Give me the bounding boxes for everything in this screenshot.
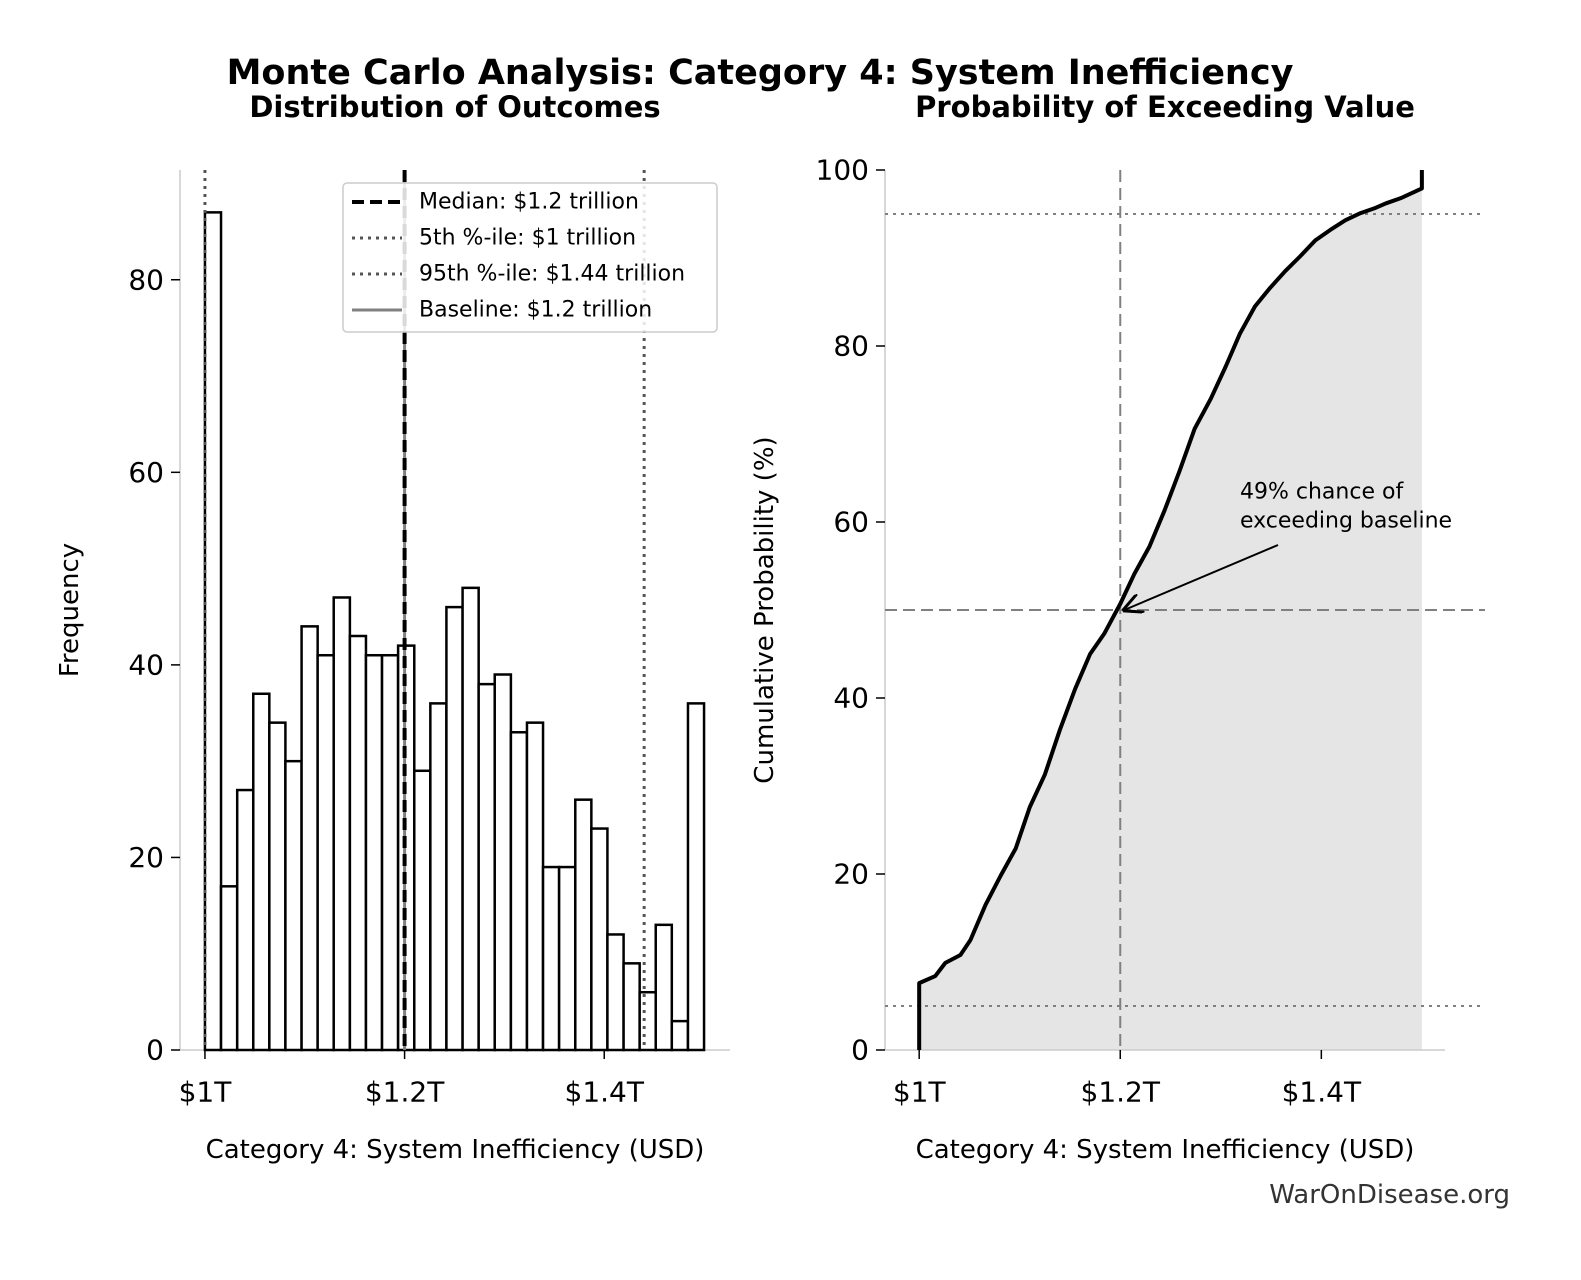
annotation-arrow xyxy=(1124,544,1279,610)
y-tick-label: 60 xyxy=(833,506,869,539)
x-tick-label: $1.2T xyxy=(1081,1076,1161,1109)
legend-label: 95th %-ile: $1.44 trillion xyxy=(419,262,685,287)
watermark: WarOnDisease.org xyxy=(1269,1180,1510,1210)
bar xyxy=(252,692,271,1052)
subplot-title: Probability of Exceeding Value xyxy=(915,90,1415,124)
bar xyxy=(638,990,657,1052)
subplot-title: Distribution of Outcomes xyxy=(249,90,660,124)
legend-label: Baseline: $1.2 trillion xyxy=(419,298,652,323)
bar xyxy=(525,721,545,1052)
x-axis-label: Category 4: System Inefficiency (USD) xyxy=(206,1135,705,1165)
bar xyxy=(670,1019,690,1052)
legend-label: Median: $1.2 trillion xyxy=(419,190,639,215)
bar xyxy=(654,923,674,1052)
y-axis-label: Frequency xyxy=(55,543,85,677)
y-tick-label: 100 xyxy=(816,154,869,187)
bar xyxy=(268,721,287,1052)
bar xyxy=(316,654,335,1052)
annotation: 49% chance of xyxy=(1240,480,1404,505)
y-tick-label: 0 xyxy=(146,1034,164,1067)
x-tick-label: $1T xyxy=(179,1076,233,1109)
bar xyxy=(493,673,513,1052)
bar xyxy=(348,634,368,1052)
y-tick-label: 40 xyxy=(833,682,869,715)
bar xyxy=(413,769,432,1052)
bar xyxy=(445,605,464,1052)
legend-label: 5th %-ile: $1 trillion xyxy=(419,226,636,251)
bar xyxy=(622,962,641,1052)
bar xyxy=(541,865,561,1052)
y-tick-label: 80 xyxy=(128,263,164,296)
bar xyxy=(203,211,223,1052)
bar xyxy=(429,702,448,1052)
bar xyxy=(477,682,496,1052)
legend: Median: $1.2 trillion 5th %-ile: $1 trill… xyxy=(342,182,718,333)
bar xyxy=(364,654,384,1052)
y-tick-label: 20 xyxy=(128,841,164,874)
cdf-area xyxy=(919,170,1422,1050)
figure-title: Monte Carlo Analysis: Category 4: System… xyxy=(227,53,1294,93)
x-tick-label: $1T xyxy=(893,1076,947,1109)
bar xyxy=(509,731,529,1052)
y-axis-label: Cumulative Probability (%) xyxy=(750,436,780,783)
cdf-line xyxy=(917,170,1424,1050)
bar xyxy=(219,885,239,1052)
annotation: exceeding baseline xyxy=(1240,509,1452,534)
bar xyxy=(606,933,625,1052)
bar xyxy=(332,596,352,1052)
bar xyxy=(590,827,609,1052)
x-tick-label: $1.2T xyxy=(365,1076,445,1109)
y-tick-label: 20 xyxy=(833,858,869,891)
bar xyxy=(300,625,319,1052)
bar xyxy=(235,788,255,1052)
x-axis-label: Category 4: System Inefficiency (USD) xyxy=(916,1135,1415,1165)
x-tick-label: $1.4T xyxy=(565,1076,645,1109)
bar xyxy=(574,798,593,1052)
bar xyxy=(557,865,577,1052)
y-tick-label: 0 xyxy=(851,1034,869,1067)
y-tick-label: 40 xyxy=(128,648,164,681)
x-tick-label: $1.4T xyxy=(1282,1076,1362,1109)
legend-box xyxy=(342,182,718,333)
bar xyxy=(461,586,480,1052)
bar xyxy=(380,654,400,1052)
bar xyxy=(686,702,706,1052)
bar xyxy=(284,759,303,1052)
y-tick-label: 60 xyxy=(128,456,164,489)
y-tick-label: 80 xyxy=(833,330,869,363)
